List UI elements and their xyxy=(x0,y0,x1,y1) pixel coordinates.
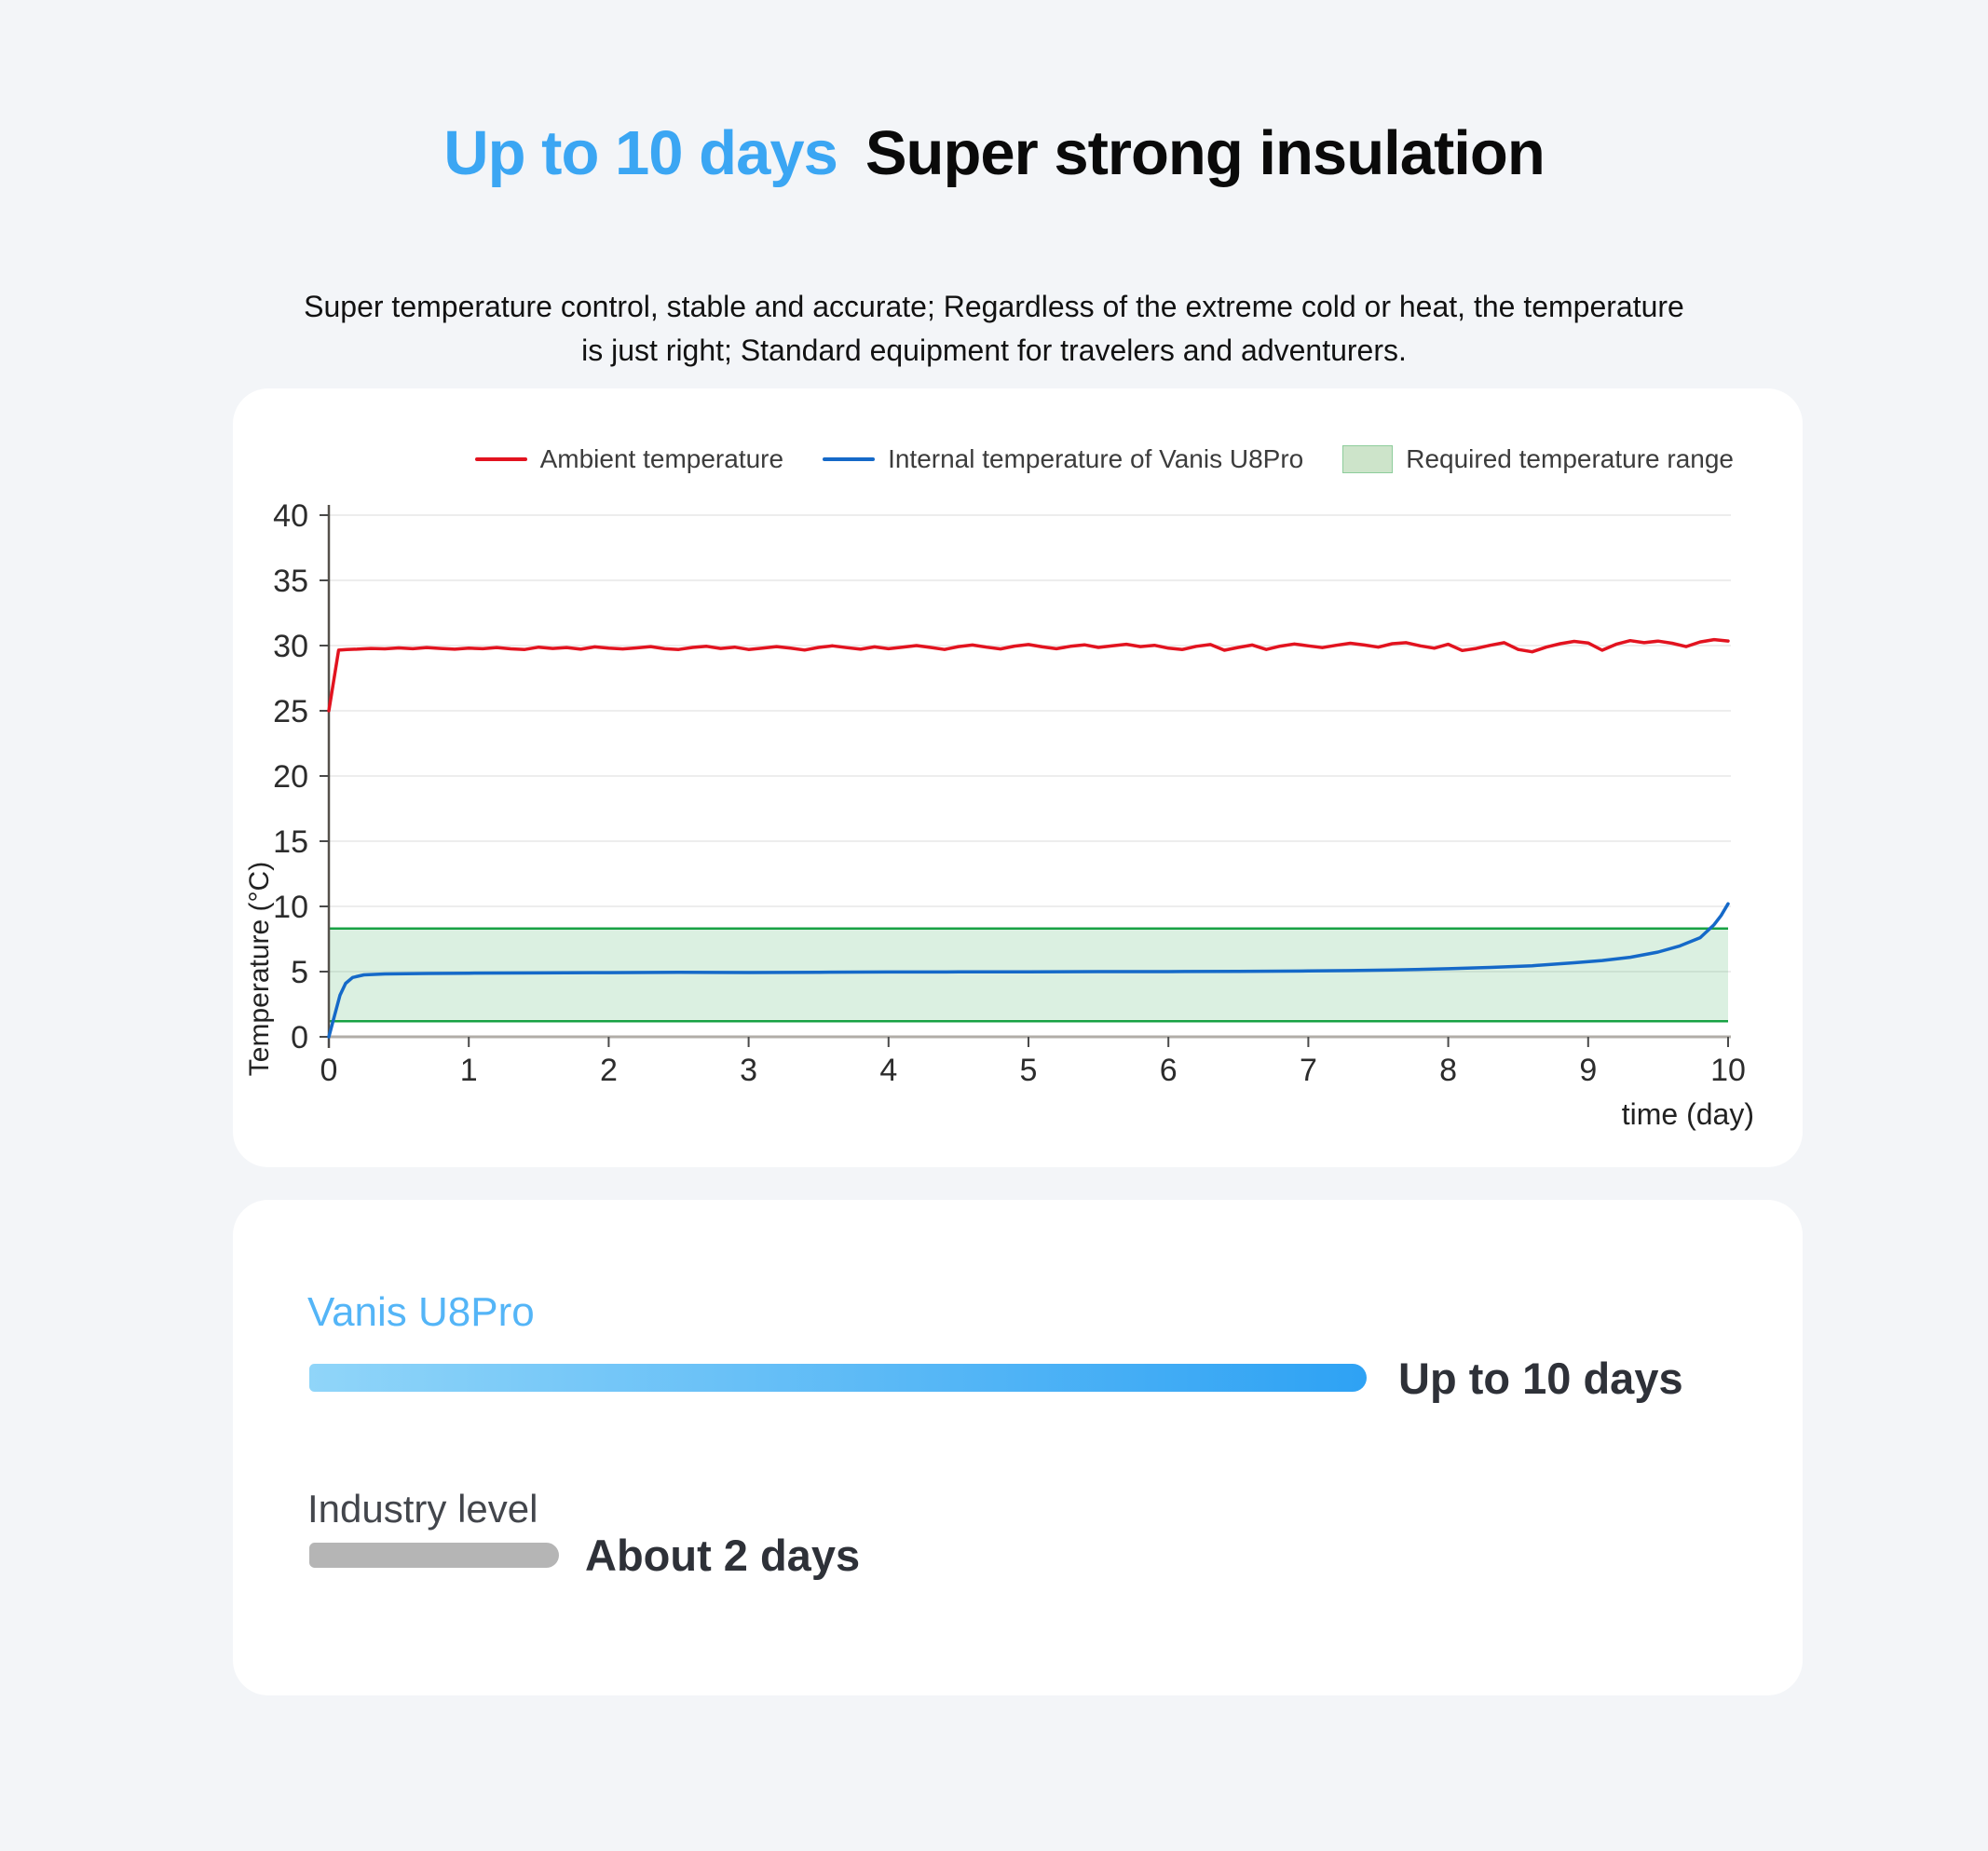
page-subtitle: Super temperature control, stable and ac… xyxy=(0,285,1988,373)
product-duration-value: Up to 10 days xyxy=(1398,1353,1683,1403)
chart-card: Ambient temperature Internal temperature… xyxy=(233,388,1803,1167)
legend-item-internal: Internal temperature of Vanis U8Pro xyxy=(823,444,1303,474)
legend-internal-swatch xyxy=(823,457,876,461)
industry-duration-bar xyxy=(309,1542,559,1568)
svg-text:8: 8 xyxy=(1439,1053,1457,1088)
required-band xyxy=(329,928,1728,1022)
internal-temperature-line xyxy=(327,902,1730,1039)
page-title-highlight: Up to 10 days xyxy=(443,118,838,188)
subtitle-line-2: is just right; Standard equipment for tr… xyxy=(581,333,1407,367)
gridlines xyxy=(329,514,1731,973)
product-bar-row: Up to 10 days xyxy=(309,1349,1683,1407)
svg-text:0: 0 xyxy=(320,1053,338,1088)
y-tick-labels: 0 5 10 15 20 25 30 35 40 xyxy=(273,498,329,1055)
svg-text:25: 25 xyxy=(273,694,308,729)
legend-band-label: Required temperature range xyxy=(1406,444,1734,473)
svg-text:15: 15 xyxy=(273,824,308,860)
svg-text:7: 7 xyxy=(1300,1053,1317,1088)
legend-item-band: Required temperature range xyxy=(1342,444,1734,474)
ambient-temperature-line xyxy=(327,637,1730,713)
svg-text:10: 10 xyxy=(1710,1053,1746,1088)
industry-duration-value: About 2 days xyxy=(585,1530,861,1580)
svg-text:20: 20 xyxy=(273,759,308,795)
page-title-rest: Super strong insulation xyxy=(865,118,1545,188)
svg-text:5: 5 xyxy=(1020,1053,1038,1088)
legend-band-swatch xyxy=(1342,445,1394,473)
product-label: Vanis U8Pro xyxy=(307,1289,535,1335)
x-tick-labels: 0 1 2 3 4 5 6 7 8 9 10 xyxy=(320,1037,1746,1088)
industry-bar-row: About 2 days xyxy=(309,1528,860,1582)
temperature-chart: 0 1 2 3 4 5 6 7 8 9 10 0 5 10 15 20 25 30 35 40 Temperature … xyxy=(244,498,1754,1131)
x-axis-title: time (day) xyxy=(1622,1097,1754,1131)
svg-text:1: 1 xyxy=(460,1053,478,1088)
svg-text:6: 6 xyxy=(1160,1053,1178,1088)
chart-legend: Ambient temperature Internal temperature… xyxy=(474,444,1734,474)
svg-text:35: 35 xyxy=(273,564,308,599)
svg-text:5: 5 xyxy=(291,955,308,990)
comparison-card: Vanis U8Pro Up to 10 days Industry level… xyxy=(233,1200,1803,1695)
svg-text:0: 0 xyxy=(291,1020,308,1055)
svg-text:9: 9 xyxy=(1579,1053,1597,1088)
svg-text:30: 30 xyxy=(273,629,308,664)
product-duration-bar xyxy=(309,1364,1367,1392)
y-axis-title: Temperature (°C) xyxy=(244,862,275,1076)
legend-ambient-swatch xyxy=(474,457,527,461)
legend-internal-label: Internal temperature of Vanis U8Pro xyxy=(888,444,1304,473)
subtitle-line-1: Super temperature control, stable and ac… xyxy=(304,290,1684,323)
svg-text:10: 10 xyxy=(273,890,308,925)
legend-item-ambient: Ambient temperature xyxy=(474,444,784,474)
page-title: Up to 10 days Super strong insulation xyxy=(0,117,1988,189)
svg-text:4: 4 xyxy=(879,1053,897,1088)
svg-text:3: 3 xyxy=(740,1053,757,1088)
svg-text:40: 40 xyxy=(273,498,308,534)
industry-label: Industry level xyxy=(307,1487,538,1531)
svg-text:2: 2 xyxy=(600,1053,618,1088)
legend-ambient-label: Ambient temperature xyxy=(539,444,784,473)
